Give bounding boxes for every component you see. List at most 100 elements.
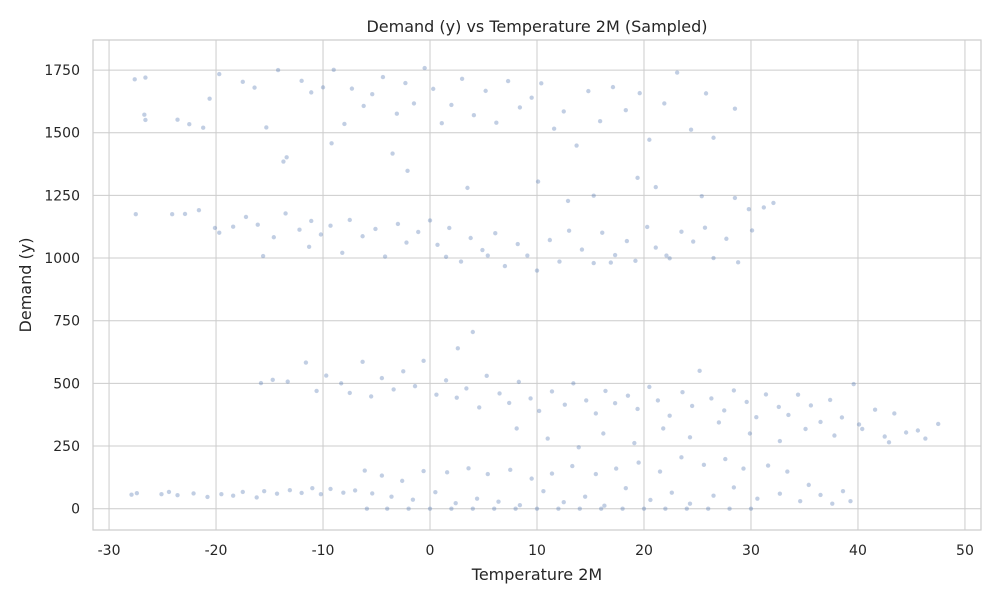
scatter-point <box>624 238 630 244</box>
scatter-point <box>505 78 511 84</box>
scatter-point <box>182 211 188 217</box>
scatter-point <box>534 506 540 512</box>
y-tick-label: 500 <box>53 376 80 392</box>
x-tick-label: 0 <box>426 543 435 559</box>
scatter-point <box>688 127 694 133</box>
scatter-point <box>380 74 386 80</box>
scatter-point <box>591 260 597 266</box>
scatter-point <box>557 259 562 264</box>
x-tick-label: 50 <box>956 543 974 559</box>
scatter-point <box>453 500 459 506</box>
scatter-point <box>702 225 708 231</box>
scatter-point <box>765 463 771 468</box>
scatter-point <box>159 491 164 497</box>
scatter-point <box>722 456 728 462</box>
scatter-point <box>579 247 585 252</box>
scatter-point <box>577 506 583 512</box>
scatter-point <box>716 420 722 425</box>
scatter-point <box>602 503 607 509</box>
scatter-point <box>493 120 499 126</box>
scatter-point <box>795 392 801 398</box>
scatter-point <box>254 495 260 500</box>
scatter-point <box>243 214 249 220</box>
scatter-point <box>903 430 909 435</box>
scatter-point <box>583 398 589 403</box>
scatter-point <box>514 426 520 431</box>
scatter-point <box>679 229 684 235</box>
y-tick-label: 1000 <box>44 251 80 267</box>
scatter-point <box>281 159 286 164</box>
scatter-point <box>468 235 474 241</box>
scatter-point <box>591 193 597 198</box>
scatter-point <box>535 179 541 184</box>
scatter-point <box>328 486 333 492</box>
scatter-point <box>653 184 659 190</box>
scatter-point <box>470 506 476 512</box>
x-tick-label: -20 <box>205 543 228 559</box>
scatter-point <box>506 400 512 406</box>
x-tick-label: 30 <box>742 543 760 559</box>
scatter-point <box>263 125 269 130</box>
scatter-point <box>755 496 760 502</box>
scatter-point <box>777 438 783 444</box>
scatter-point <box>382 254 388 259</box>
scatter-point <box>536 408 542 414</box>
scatter-point <box>484 373 490 379</box>
scatter-point <box>699 193 705 199</box>
scatter-point <box>129 492 134 498</box>
scatter-point <box>721 408 727 413</box>
scatter-point <box>748 506 754 512</box>
y-tick-label: 250 <box>53 439 80 455</box>
scatter-point <box>261 488 267 494</box>
scatter-point <box>935 421 941 427</box>
scatter-point <box>306 244 312 250</box>
scatter-point <box>709 396 714 401</box>
scatter-point <box>517 105 523 110</box>
scatter-point <box>196 207 202 213</box>
scatter-point <box>403 80 408 86</box>
scatter-point <box>255 222 261 228</box>
scatter-point <box>612 400 618 406</box>
scatter-point <box>711 493 716 499</box>
scatter-point <box>641 506 647 512</box>
scatter-point <box>705 506 711 512</box>
x-tick-labels: -30 -20 -10 0 10 20 30 40 50 <box>98 543 974 559</box>
scatter-point <box>513 506 518 512</box>
scatter-point <box>660 426 666 431</box>
scatter-point <box>412 383 418 389</box>
scatter-point <box>923 436 928 441</box>
scatter-point <box>749 228 755 233</box>
scatter-point <box>338 381 344 386</box>
scatter-point <box>444 470 450 475</box>
scatter-point <box>443 254 449 260</box>
scatter-point <box>818 419 823 425</box>
scatter-point <box>637 90 643 96</box>
scatter-point <box>891 411 897 416</box>
scatter-point <box>465 185 470 191</box>
scatter-point <box>399 478 405 484</box>
y-tick-label: 0 <box>71 502 80 518</box>
scatter-point <box>545 436 551 441</box>
scatter-point <box>308 218 314 224</box>
scatter-point <box>384 506 390 512</box>
scatter-point <box>439 120 445 126</box>
scatter-point <box>818 492 823 498</box>
scatter-point <box>882 434 888 439</box>
scatter-point <box>727 506 732 512</box>
scatter-point <box>731 485 737 490</box>
scatter-point <box>400 368 406 374</box>
scatter-point <box>525 253 530 258</box>
scatter-point <box>347 390 353 396</box>
scatter-point <box>422 65 428 71</box>
scatter-point <box>777 491 783 497</box>
scatter-point <box>323 373 329 378</box>
scatter-point <box>613 466 619 471</box>
scatter-point <box>646 384 652 390</box>
scatter-point <box>491 506 497 512</box>
scatter-point <box>389 494 394 500</box>
scatter-point <box>454 395 460 401</box>
scatter-point <box>669 490 675 496</box>
scatter-point <box>667 413 673 419</box>
scatter-point <box>848 498 853 504</box>
